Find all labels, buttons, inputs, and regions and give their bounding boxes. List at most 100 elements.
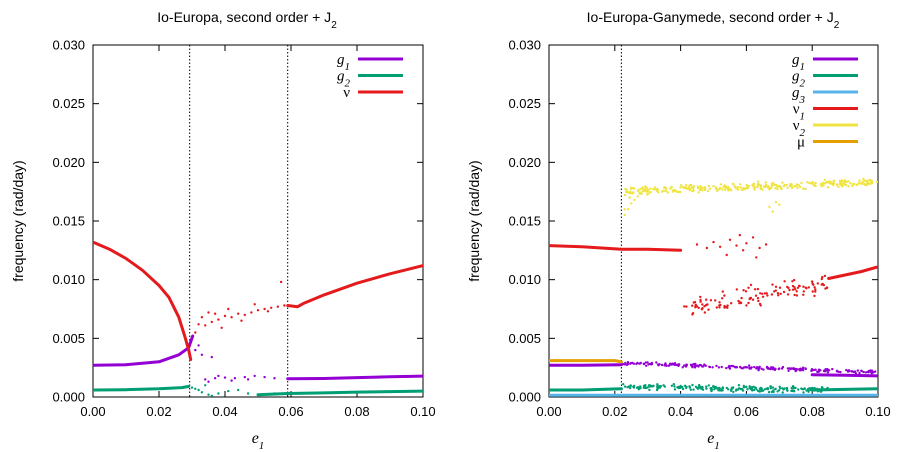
series-4-point	[813, 294, 816, 298]
plot-area	[93, 240, 423, 397]
series-4-point	[755, 256, 758, 259]
series-5-point	[630, 202, 633, 205]
series-2-point	[207, 393, 210, 396]
series-4-point	[695, 305, 699, 308]
series-5-point	[654, 188, 657, 191]
series-5-point	[840, 180, 843, 183]
series-1-point	[856, 369, 859, 372]
series-5-point	[771, 210, 774, 213]
series-2-point	[714, 385, 717, 389]
series-5-point	[626, 208, 630, 211]
series-1-point	[819, 369, 822, 372]
series-2-point	[685, 386, 688, 390]
series-5-point	[672, 189, 675, 192]
series-4-point	[820, 283, 823, 286]
series-4-point	[705, 246, 709, 250]
series-2-point	[644, 384, 647, 387]
series-5-point	[687, 187, 690, 190]
series-5-point	[623, 208, 626, 211]
series-2-point	[797, 388, 800, 391]
series-5-point	[691, 187, 694, 190]
series-1-point	[194, 348, 197, 352]
series-5-point	[838, 183, 841, 186]
series-5-point	[632, 191, 635, 194]
series-5-point	[847, 185, 850, 188]
chart-title-subscript: 2	[834, 20, 840, 31]
series-2-point	[730, 388, 733, 391]
series-2-point	[793, 390, 796, 393]
series-2-point	[739, 387, 742, 391]
series-5-point	[645, 186, 648, 189]
legend-label-main: ν	[793, 102, 800, 118]
series-4-point	[774, 285, 778, 288]
series-5-point	[796, 186, 799, 190]
series-5-point	[767, 185, 770, 188]
series-5-point	[653, 186, 657, 189]
series-1-point	[635, 362, 638, 366]
series-3-point	[230, 316, 233, 319]
series-4-point	[759, 304, 762, 307]
series-1-point	[749, 367, 752, 370]
series-1-point	[826, 367, 829, 371]
series-4-point	[758, 246, 761, 250]
x-axis-label-subscript: 1	[714, 440, 720, 452]
series-1-point	[780, 367, 784, 370]
series-5-point	[826, 181, 829, 184]
series-1-point	[644, 361, 647, 364]
series-2-point	[670, 384, 674, 387]
series-5-point	[697, 191, 700, 194]
series-1-point	[720, 365, 723, 369]
series-4-point	[802, 285, 805, 288]
series-1-point	[693, 362, 696, 366]
series-5-point	[799, 185, 802, 189]
series-2-curve-segment	[256, 389, 423, 397]
series-2-point	[760, 387, 763, 390]
series-5-point	[752, 182, 755, 185]
series-4-point	[807, 286, 810, 289]
series-4-point	[703, 311, 706, 314]
series-5-point	[657, 191, 660, 194]
series-1-point	[725, 366, 728, 370]
series-2-point	[769, 387, 772, 390]
series-5-point	[781, 181, 784, 184]
series-5-point	[699, 185, 702, 188]
series-5-point	[742, 187, 745, 190]
series-1-point	[701, 365, 704, 368]
series-5-point	[869, 178, 872, 182]
series-5-point	[774, 187, 777, 190]
series-5-point	[788, 184, 792, 188]
series-5-point	[780, 187, 783, 190]
series-2-point	[785, 388, 789, 391]
series-5-point	[630, 192, 633, 195]
series-1-point	[869, 369, 872, 372]
series-1-point	[765, 365, 769, 369]
legend-label-main: g	[337, 69, 345, 85]
series-5-point	[776, 187, 779, 191]
plot-frame	[92, 44, 424, 398]
series-4-point	[714, 299, 717, 302]
series-2-point	[816, 387, 819, 390]
series-5-point	[768, 205, 771, 209]
series-5-point	[759, 187, 762, 190]
series-1-point	[745, 366, 749, 369]
series-2-point	[266, 392, 270, 396]
series-5-point	[624, 187, 627, 191]
series-2-point	[210, 394, 213, 397]
series-2-point	[673, 385, 676, 388]
y-tick-label: 0.000	[52, 390, 85, 405]
series-3-point	[237, 312, 240, 315]
x-axis-label: e1	[707, 430, 720, 452]
series-2-curve	[549, 387, 623, 392]
series-4-point	[765, 292, 768, 295]
series-5-point	[626, 191, 630, 194]
series-4-point	[783, 280, 786, 283]
series-4-point	[725, 253, 728, 257]
series-5-point	[631, 187, 635, 190]
plot-frame	[548, 44, 879, 398]
series-2-point	[679, 384, 682, 388]
series-5-point	[809, 182, 813, 185]
series-1-point	[741, 367, 744, 370]
series-4-point	[814, 288, 817, 291]
series-5-point	[706, 189, 710, 193]
